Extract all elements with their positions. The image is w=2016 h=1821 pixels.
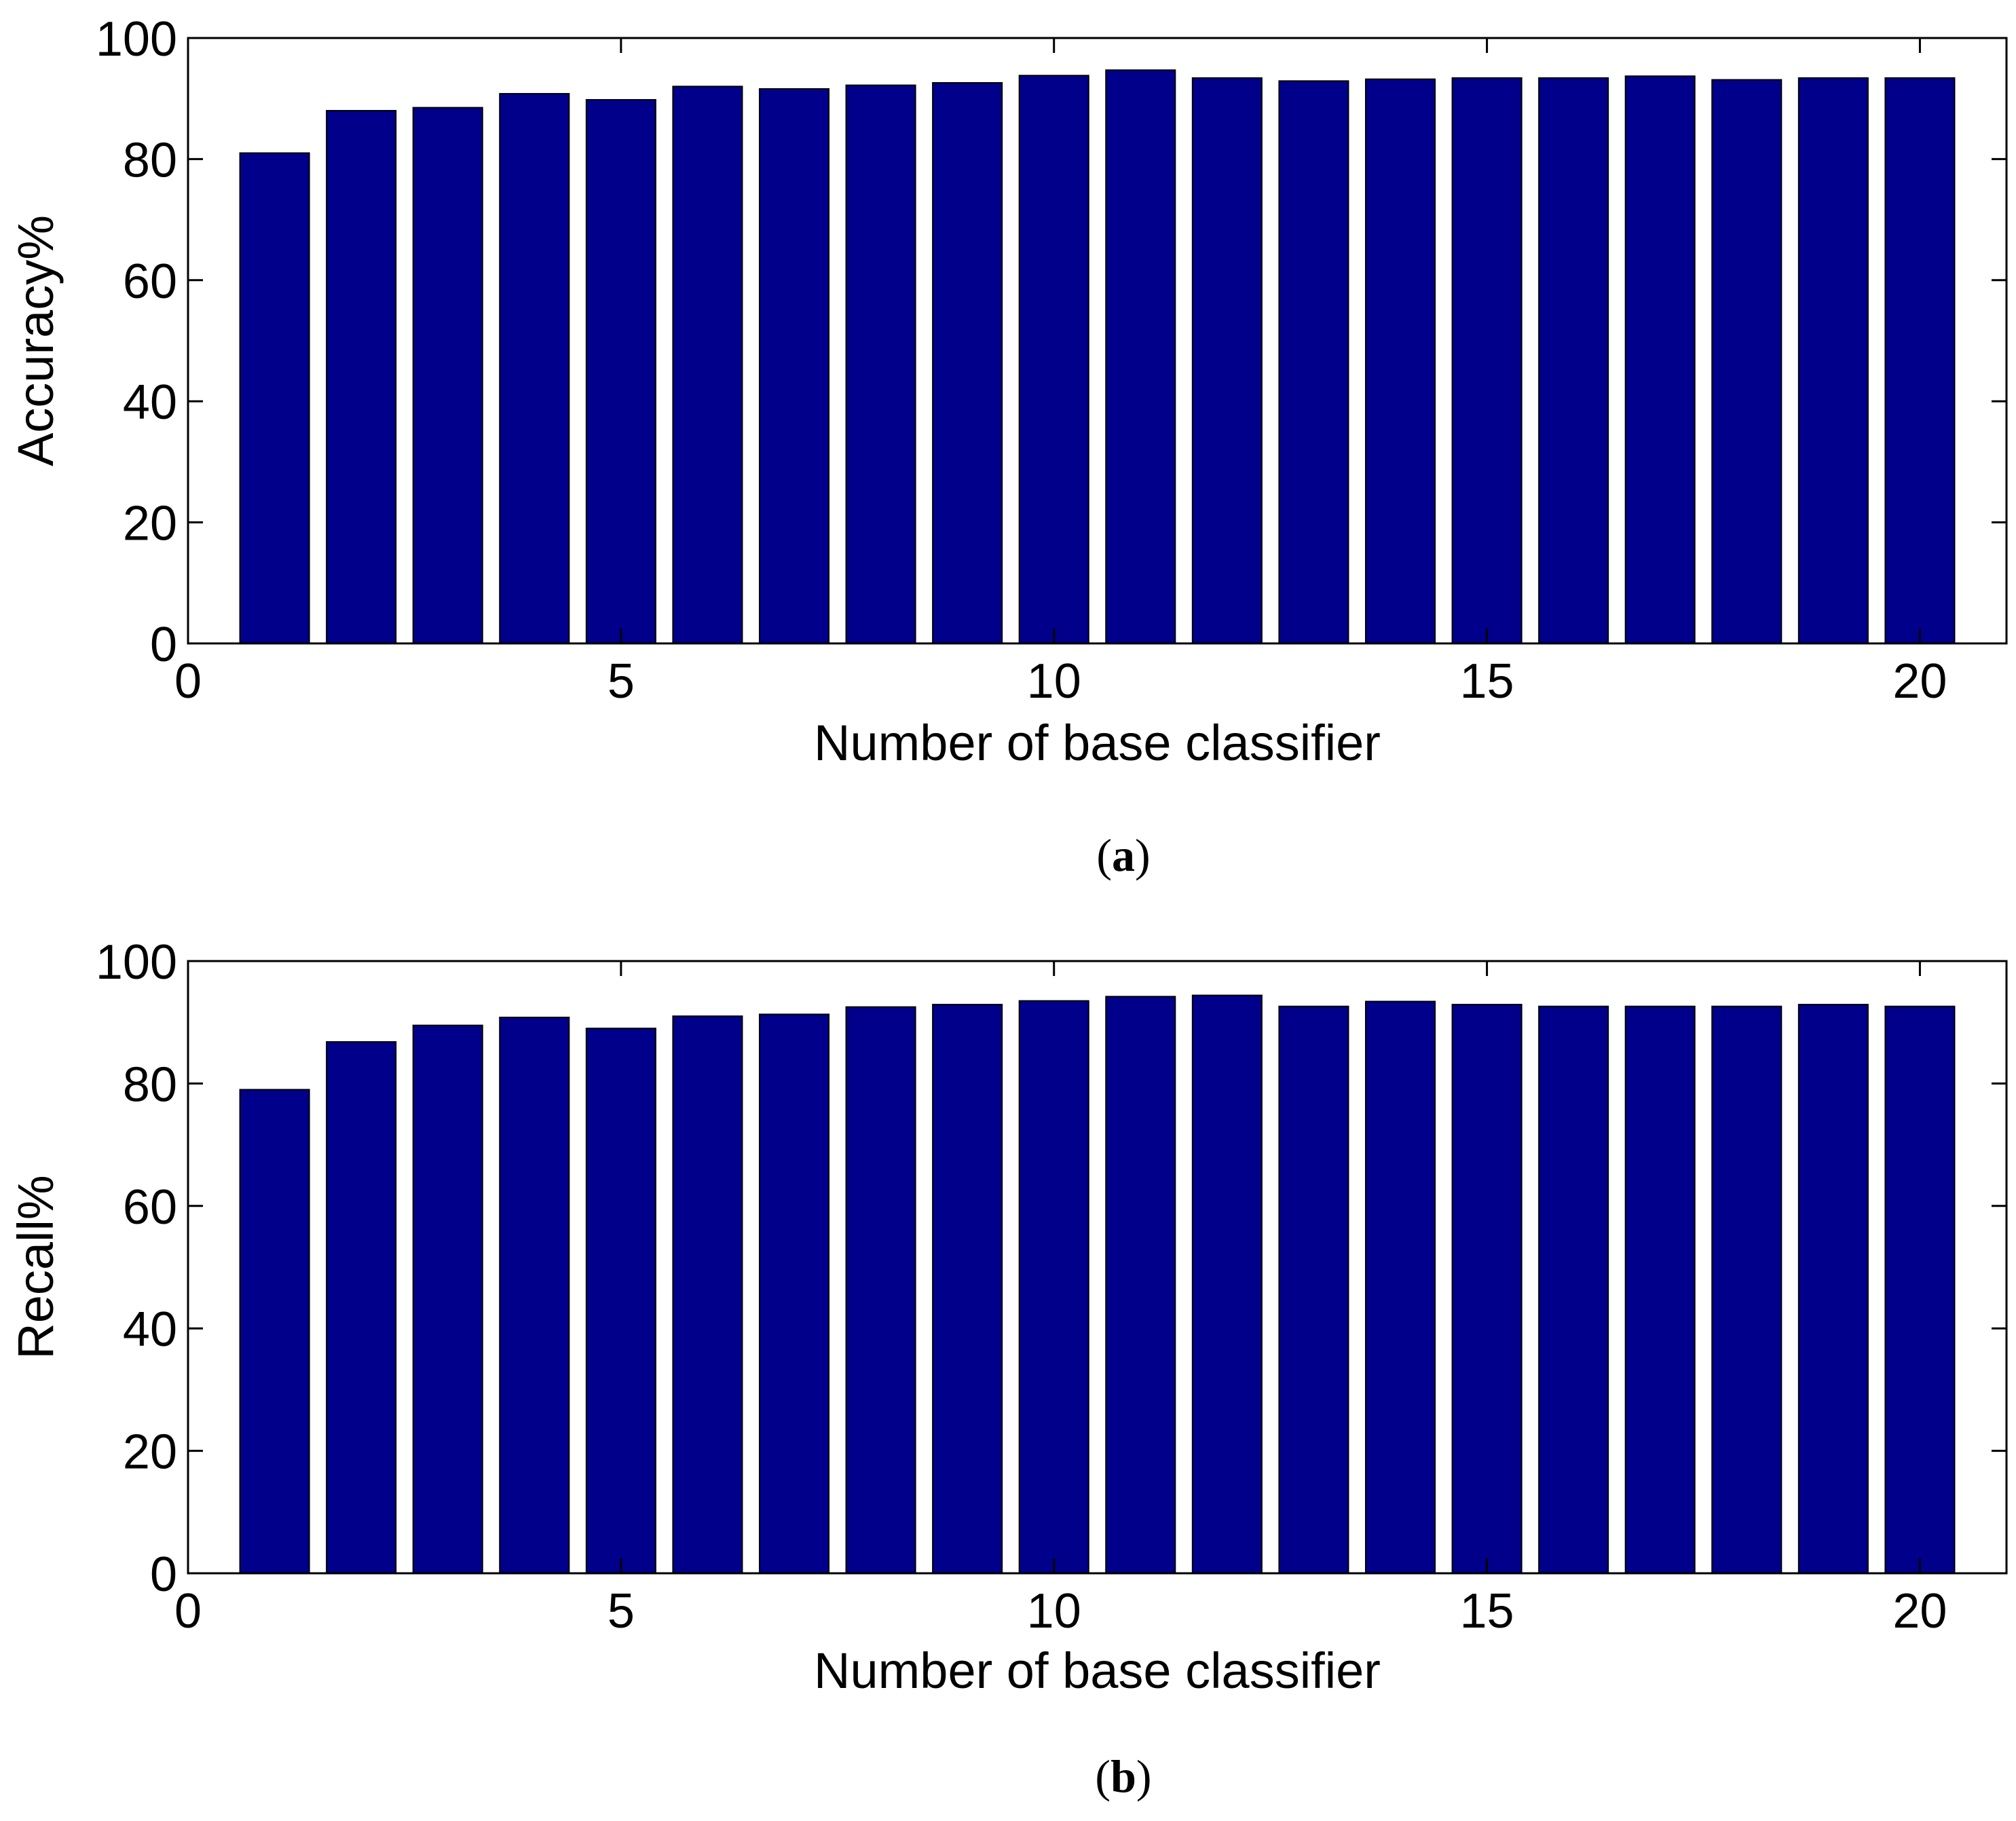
- chart-2-bar-12: [1191, 994, 1263, 1574]
- chart-2-bar-6: [672, 1015, 743, 1575]
- chart-1-bar-5: [585, 98, 656, 644]
- chart-1-bar-7: [758, 88, 830, 645]
- chart-2-bar-7: [758, 1013, 830, 1574]
- chart-2-bar-13: [1278, 1005, 1349, 1575]
- chart-2-bar-14: [1364, 1000, 1436, 1574]
- chart-2-bar-2: [326, 1041, 397, 1574]
- chart-2-bar-10: [1018, 1000, 1089, 1574]
- chart-1-bar-17: [1624, 75, 1696, 645]
- chart-2-bar-4: [499, 1016, 570, 1574]
- chart-1-bar-11: [1105, 69, 1176, 644]
- chart-2-bar-9: [932, 1004, 1003, 1574]
- accuracy-chart: 0 5 10 15 20 0 20 40 60 80 100 Number of base class…: [7, 12, 2008, 771]
- chart-1-ytick-label-100: 100: [96, 12, 177, 67]
- chart-2-ytick-label-40: 40: [123, 1302, 177, 1357]
- chart-1-xtick-label-15: 15: [1460, 654, 1514, 709]
- chart-1-bar-2: [326, 110, 397, 645]
- chart-1-bar-20: [1884, 77, 1956, 644]
- chart-1-bar-6: [672, 86, 743, 645]
- chart-1-xtick-label-10: 10: [1027, 654, 1081, 709]
- chart-1-bar-1: [239, 152, 310, 645]
- chart-1-bar-16: [1538, 77, 1609, 644]
- chart-2-axes-box: [187, 960, 2008, 1575]
- chart-1-bar-14: [1364, 78, 1436, 644]
- chart-2-ytick-label-20: 20: [123, 1425, 177, 1480]
- chart-1-ytick-label-0: 0: [150, 618, 177, 672]
- chart-1-bar-3: [412, 107, 483, 644]
- chart-2-bar-17: [1624, 1005, 1696, 1575]
- chart-2-bar-11: [1105, 996, 1176, 1575]
- chart-1-bar-19: [1797, 77, 1869, 644]
- chart-1-bar-12: [1191, 77, 1263, 644]
- panel-caption-a: (a): [1096, 829, 1150, 881]
- chart-2-bar-19: [1797, 1004, 1869, 1574]
- chart-1-bar-18: [1711, 79, 1782, 645]
- chart-2-xtick-label-15: 15: [1460, 1584, 1514, 1638]
- chart-2-xtick-label-20: 20: [1892, 1584, 1947, 1638]
- chart-1-ytick-label-80: 80: [123, 133, 177, 187]
- chart-1-bar-4: [499, 93, 570, 644]
- chart-2-bar-3: [412, 1024, 483, 1574]
- chart-2-bar-5: [585, 1028, 656, 1574]
- chart-1-ytick-label-40: 40: [123, 375, 177, 430]
- chart-1-ylabel: Accuracy%: [7, 215, 64, 466]
- chart-1-bar-15: [1451, 77, 1523, 644]
- chart-2-ylabel: Recall%: [7, 1175, 64, 1359]
- chart-2-bar-15: [1451, 1004, 1523, 1574]
- chart-2-bar-1: [239, 1089, 310, 1575]
- recall-chart: 0 5 10 15 20 0 20 40 60 80 100 Number of base class…: [7, 935, 2008, 1699]
- chart-2-xlabel: Number of base classifier: [814, 1642, 1381, 1699]
- chart-2-ytick-label-100: 100: [96, 935, 177, 990]
- chart-1-bar-13: [1278, 80, 1349, 645]
- chart-1-xtick-label-0: 0: [174, 654, 202, 709]
- chart-2-xtick-label-0: 0: [174, 1584, 202, 1638]
- chart-2-bar-20: [1884, 1005, 1956, 1575]
- chart-2-ytick-label-0: 0: [150, 1547, 177, 1602]
- chart-2-xtick-label-5: 5: [608, 1584, 635, 1638]
- chart-2-ytick-label-60: 60: [123, 1180, 177, 1235]
- chart-1-ytick-label-60: 60: [123, 255, 177, 309]
- panel-caption-b: (b): [1095, 1750, 1151, 1802]
- chart-1-bar-9: [932, 82, 1003, 645]
- chart-1-bar-10: [1018, 75, 1089, 644]
- chart-2-bar-16: [1538, 1005, 1609, 1575]
- chart-1-axes-box: [187, 37, 2008, 645]
- chart-2-bar-18: [1711, 1005, 1782, 1575]
- chart-1-xlabel: Number of base classifier: [814, 715, 1381, 771]
- chart-1-xtick-label-20: 20: [1892, 654, 1947, 709]
- chart-1-bar-8: [845, 84, 916, 645]
- chart-2-ytick-label-80: 80: [123, 1057, 177, 1112]
- chart-2-bar-8: [845, 1006, 916, 1574]
- chart-1-ytick-label-20: 20: [123, 497, 177, 551]
- chart-1-xtick-label-5: 5: [608, 654, 635, 709]
- chart-2-xtick-label-10: 10: [1027, 1584, 1081, 1638]
